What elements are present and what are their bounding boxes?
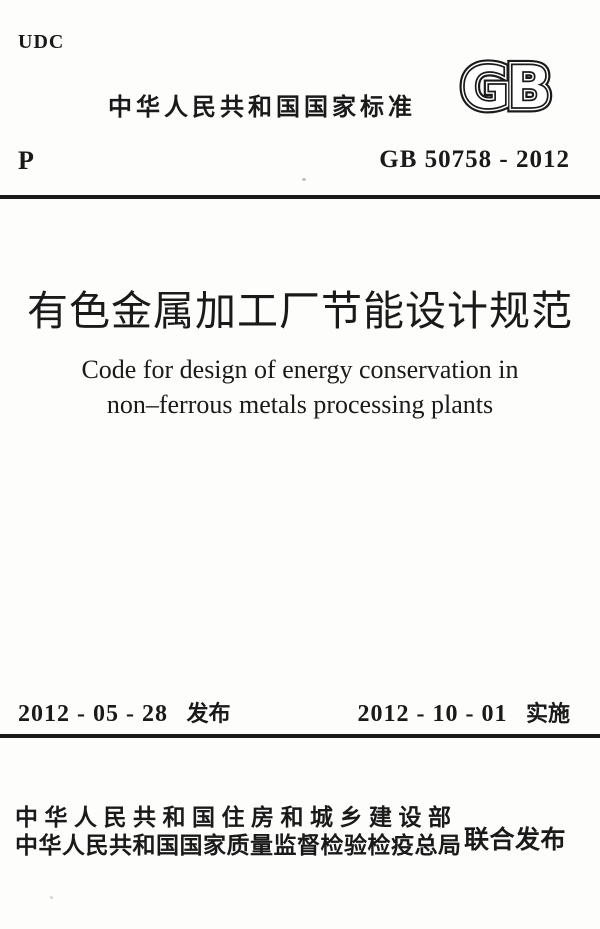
gb-logo: GB GB GB: [457, 52, 557, 120]
scan-speck: [50, 896, 53, 899]
standard-title-en: Code for design of energy conservation i…: [0, 352, 600, 422]
gb-logo-inner-outline: GB: [461, 53, 548, 120]
standard-title-zh: 有色金属加工厂节能设计规范: [27, 288, 573, 334]
issue-date-group: 2012 - 05 - 28 发布: [18, 696, 230, 728]
classification-code: P: [18, 146, 34, 175]
scan-speck: [302, 178, 306, 181]
national-standard-header: 中华人民共和国国家标准: [108, 94, 416, 121]
publisher-line: 中华人民共和国国家质量监督检验检疫总局: [15, 832, 462, 858]
joint-publish-label: 联合发布: [464, 826, 567, 854]
gb-logo-outer-outline: GB: [461, 53, 548, 120]
publisher-line: 中华人民共和国住房和城乡建设部: [15, 804, 458, 830]
top-rule: [0, 195, 600, 199]
standard-title-en-line1: Code for design of energy conservation i…: [81, 355, 519, 384]
issue-date: 2012 - 05 - 28: [18, 701, 168, 727]
implement-date: 2012 - 10 - 01: [357, 701, 508, 727]
gb-logo-white-band: GB: [461, 53, 548, 120]
issue-date-label: 发布: [186, 701, 231, 726]
udc-label: UDC: [18, 31, 65, 53]
standard-number: GB 50758 - 2012: [379, 146, 570, 173]
bottom-rule: [0, 734, 600, 738]
implement-date-label: 实施: [525, 701, 570, 726]
publisher-list: 中华人民共和国住房和城乡建设部 中华人民共和国国家质量监督检验检疫总局: [15, 803, 462, 859]
standard-title-en-line2: non–ferrous metals processing plants: [106, 390, 494, 419]
implement-date-group: 2012 - 10 - 01 实施: [358, 696, 570, 728]
